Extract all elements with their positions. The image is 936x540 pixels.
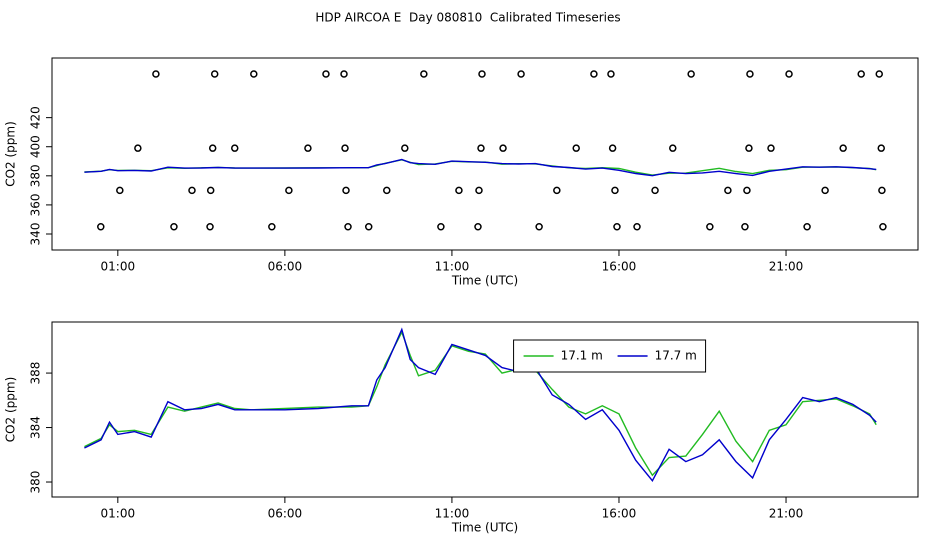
flag-point [455,186,463,195]
flag-point [553,186,561,195]
x-tick-label: 11:00 [435,260,470,274]
y-tick-label: 380 [29,164,43,187]
chart-title: HDP AIRCOA E Day 080810 Calibrated Times… [315,11,620,25]
flag-point [803,222,811,231]
flag-point [706,222,714,231]
flag-point [477,144,485,152]
y-tick-label: 388 [29,362,43,385]
flag-point [437,222,445,231]
flag-point [611,186,619,195]
flag-point [134,144,142,152]
y-tick-label: 400 [29,135,43,158]
flag-point [206,186,215,195]
flag-point [633,222,641,231]
flag-point [231,144,239,152]
flag-point [475,186,483,195]
flag-point [210,70,219,78]
y-tick-label: 340 [29,223,43,246]
flag-point [878,186,886,195]
flag-point [767,144,775,152]
flag-point [572,144,580,152]
flag-point [746,70,754,78]
flag-point [839,144,847,152]
x-tick-label: 06:00 [268,260,303,274]
x-tick-label: 01:00 [101,507,136,521]
flag-point [535,222,543,231]
flag-point [743,186,751,195]
y-tick-label: 360 [29,193,43,216]
flag-point [687,70,695,78]
y-axis-label: CO2 (ppm) [4,377,18,443]
flag-point [517,70,525,78]
legend-label: 17.7 m [655,349,697,363]
x-axis-label: Time (UTC) [451,521,518,535]
plot-frame [51,321,919,498]
series-line [84,158,877,177]
flag-point [875,70,883,78]
flag-point [401,144,409,152]
y-tick-label: 420 [29,106,43,129]
flag-point [613,222,621,231]
flag-point [607,70,615,78]
flag-point [785,70,793,78]
flag-point [97,222,105,231]
flag-point [608,144,617,152]
flag-point [322,70,330,78]
flag-point [208,144,217,152]
x-tick-label: 16:00 [602,507,637,521]
flag-point [206,222,214,231]
flag-point [364,222,373,231]
flag-point [342,186,350,195]
flag-point [170,222,178,231]
x-tick-label: 11:00 [435,507,470,521]
flag-point [344,222,352,231]
flag-point [669,144,677,152]
flag-point [474,222,482,231]
flag-point [745,144,753,152]
flag-point [651,186,659,195]
flag-point [250,70,258,78]
series-line [84,327,877,482]
flag-point [341,144,349,152]
flag-point [304,144,312,152]
flag-point [340,70,348,78]
y-tick-label: 380 [29,471,43,494]
x-tick-label: 06:00 [268,507,303,521]
series-line [84,330,877,477]
flag-point [285,186,293,195]
flag-point [420,70,428,78]
flag-point [877,144,885,152]
flag-point [268,222,276,231]
x-tick-label: 01:00 [101,260,136,274]
legend-label: 17.1 m [561,349,603,363]
x-axis-label: Time (UTC) [451,274,518,288]
flag-point [879,222,887,231]
x-tick-label: 16:00 [602,260,637,274]
flag-point [188,186,196,195]
plot-frame [51,57,919,251]
flag-point [724,186,732,195]
flag-point [741,222,749,231]
flag-point [152,70,160,78]
flag-point [478,70,486,78]
flag-point [499,144,507,152]
flag-point [590,70,598,78]
flag-point [383,186,391,195]
flag-point [116,186,124,195]
flag-point [821,186,829,195]
y-tick-label: 384 [29,416,43,439]
x-tick-label: 21:00 [769,507,804,521]
x-tick-label: 21:00 [769,260,804,274]
flag-point [857,70,865,78]
y-axis-label: CO2 (ppm) [4,121,18,187]
